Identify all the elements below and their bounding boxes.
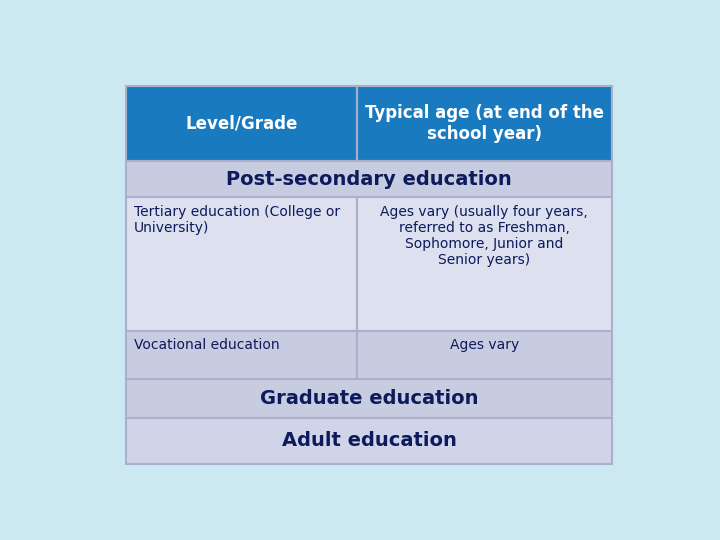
Text: Adult education: Adult education <box>282 431 456 450</box>
Bar <box>126 330 357 379</box>
Text: Typical age (at end of the
school year): Typical age (at end of the school year) <box>365 104 604 143</box>
Bar <box>126 85 357 161</box>
Bar <box>357 85 612 161</box>
Bar <box>126 379 612 418</box>
Text: Post-secondary education: Post-secondary education <box>226 170 512 189</box>
Text: Ages vary: Ages vary <box>450 338 519 352</box>
Bar <box>126 418 612 464</box>
Bar <box>357 197 612 330</box>
Bar <box>357 330 612 379</box>
Text: Tertiary education (College or
University): Tertiary education (College or Universit… <box>134 205 341 235</box>
Bar <box>126 197 357 330</box>
Text: Graduate education: Graduate education <box>260 389 478 408</box>
Text: Level/Grade: Level/Grade <box>185 114 298 132</box>
Bar <box>126 161 612 197</box>
Text: Vocational education: Vocational education <box>134 338 279 352</box>
Text: Ages vary (usually four years,
referred to as Freshman,
Sophomore, Junior and
Se: Ages vary (usually four years, referred … <box>380 205 588 267</box>
